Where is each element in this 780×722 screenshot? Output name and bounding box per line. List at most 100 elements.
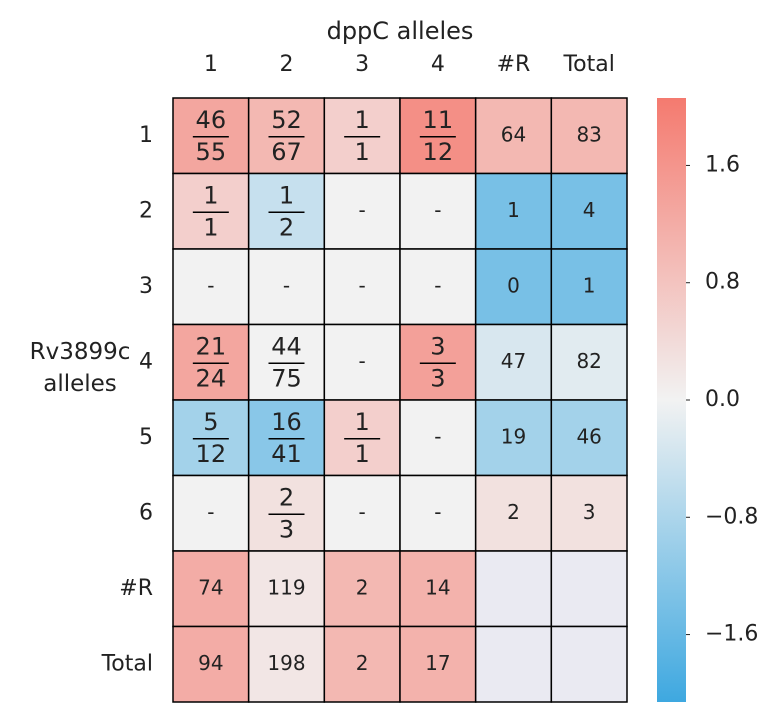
y-tick-label: 6 [139, 500, 153, 525]
fraction-denominator: 12 [196, 440, 227, 468]
colorbar-tick-label: −1.6 [705, 622, 758, 647]
heatmap-cell [323, 550, 401, 628]
fraction-denominator: 1 [355, 138, 370, 166]
colorbar [657, 98, 686, 702]
cell-label: 0 [507, 273, 520, 297]
heatmap-cell [172, 248, 250, 326]
heatmap-cell [550, 625, 628, 703]
cell-label: 2 [356, 575, 369, 599]
cell-label: 119 [267, 575, 305, 599]
heatmap-cell [474, 474, 553, 552]
heatmap-cell [474, 97, 553, 175]
fraction-denominator: 67 [271, 138, 302, 166]
heatmap-cell [399, 97, 477, 175]
heatmap-cell [550, 172, 628, 250]
cell-label: - [359, 273, 366, 297]
heatmap-cell [323, 97, 401, 175]
heatmap-cell [550, 474, 628, 552]
cell-label: - [434, 273, 441, 297]
heatmap-cell [474, 625, 553, 703]
cell-label: 1 [507, 198, 520, 222]
fraction-numerator: 44 [271, 332, 302, 360]
y-tick-label: 1 [139, 123, 153, 148]
fraction-numerator: 16 [271, 408, 302, 436]
fraction-numerator: 21 [196, 332, 227, 360]
heatmap-cell [474, 323, 553, 401]
cell-label: - [207, 500, 214, 524]
cell-label: 83 [576, 122, 601, 146]
fraction-numerator: 2 [279, 483, 294, 511]
y-axis-label: Rv3899c alleles [29, 339, 131, 397]
heatmap-cell [399, 399, 477, 477]
x-tick-label: #R [497, 52, 531, 77]
chart-title: dppC alleles [327, 17, 474, 45]
x-tick-label: 2 [280, 52, 294, 77]
heatmap-cell [550, 248, 628, 326]
cell-label: 94 [198, 651, 223, 675]
fraction-numerator: 11 [423, 106, 454, 134]
heatmap-cell [172, 172, 250, 250]
x-tick-label: 1 [204, 52, 218, 77]
heatmap-cell [247, 399, 326, 477]
heatmap-cell [323, 474, 401, 552]
heatmap-cell [550, 97, 628, 175]
heatmap-cell [172, 625, 250, 703]
heatmap-cell [247, 172, 326, 250]
y-tick-label: Total [101, 651, 153, 676]
cell-label: 198 [267, 651, 305, 675]
heatmap-cell [323, 172, 401, 250]
heatmap-cell [323, 625, 401, 703]
cell-label: - [434, 198, 441, 222]
cell-label: 19 [501, 424, 526, 448]
cell-label: 47 [501, 349, 526, 373]
heatmap-cell [247, 625, 326, 703]
cell-label: 46 [576, 424, 601, 448]
fraction-numerator: 5 [203, 408, 218, 436]
cell-label: 74 [198, 575, 223, 599]
colorbar-tick-label: −0.8 [705, 504, 758, 529]
fraction-denominator: 24 [196, 364, 227, 392]
cell-label: - [359, 500, 366, 524]
cell-label: 1 [583, 273, 596, 297]
heatmap-cell [247, 323, 326, 401]
cell-label: - [359, 349, 366, 373]
fraction-denominator: 12 [423, 138, 454, 166]
fraction-numerator: 52 [271, 106, 302, 134]
cell-label: 2 [507, 500, 520, 524]
cell-label: 64 [501, 122, 526, 146]
x-tick-label: 4 [431, 52, 445, 77]
fraction-denominator: 1 [203, 213, 218, 241]
cell-label: - [434, 500, 441, 524]
heatmap-cell [550, 399, 628, 477]
fraction-denominator: 3 [279, 515, 294, 543]
heatmap-cell [323, 399, 401, 477]
heatmap-cell [399, 625, 477, 703]
heatmap-cell [550, 323, 628, 401]
cell-label: 82 [576, 349, 601, 373]
colorbar-tick-label: 0.0 [705, 387, 740, 412]
cell-label: 2 [356, 651, 369, 675]
heatmap-cell [323, 323, 401, 401]
heatmap-cell [172, 474, 250, 552]
fraction-numerator: 1 [355, 408, 370, 436]
cell-label: 4 [583, 198, 596, 222]
cell-label: - [359, 198, 366, 222]
heatmap-cell [172, 550, 250, 628]
cell-label: 17 [425, 651, 450, 675]
fraction-denominator: 55 [196, 138, 227, 166]
fraction-numerator: 1 [203, 181, 218, 209]
heatmap-cell [172, 97, 250, 175]
fraction-numerator: 1 [355, 106, 370, 134]
fraction-numerator: 1 [279, 181, 294, 209]
heatmap-cell [474, 550, 553, 628]
cell-label: - [283, 273, 290, 297]
y-tick-label: 5 [139, 425, 153, 450]
fraction-denominator: 75 [271, 364, 302, 392]
cell-label: - [207, 273, 214, 297]
fraction-denominator: 1 [355, 440, 370, 468]
colorbar-tick-label: 1.6 [705, 152, 740, 177]
heatmap-cell [399, 550, 477, 628]
heatmap-cell [474, 248, 553, 326]
